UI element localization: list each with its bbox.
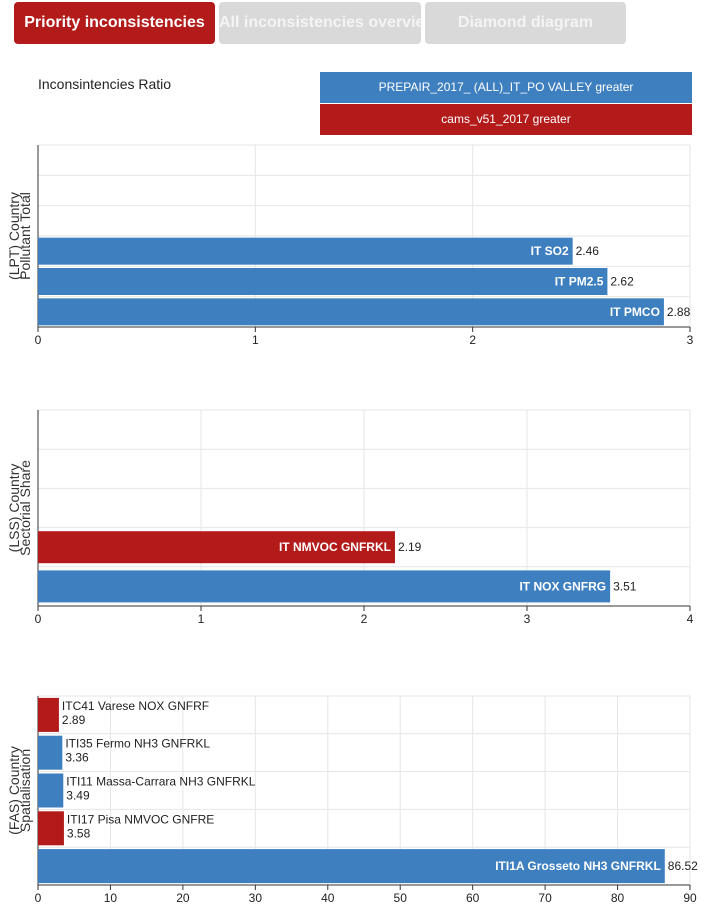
bar-category-label: ITI17 Pisa NMVOC GNFRE <box>67 812 214 826</box>
x-tick-label: 30 <box>249 891 263 905</box>
bar-category-label: IT NOX GNFRG <box>519 579 606 593</box>
bar-value-label: 2.62 <box>610 275 634 289</box>
bar[interactable] <box>38 735 63 770</box>
bar-category-label: ITI11 Massa-Carrara NH3 GNFRKL <box>66 775 255 789</box>
bar-value-label: 2.89 <box>62 713 86 727</box>
y-axis-label-line: (LPT) Country <box>6 192 22 280</box>
x-tick-label: 2 <box>469 333 476 347</box>
x-tick-label: 90 <box>683 891 697 905</box>
bar-value-label: 3.58 <box>67 826 91 840</box>
legend-item-prepair[interactable]: PREPAIR_2017_ (ALL)_IT_PO VALLEY greater <box>320 72 692 103</box>
bar-category-label: ITC41 Varese NOX GNFRF <box>62 699 209 713</box>
x-tick-label: 20 <box>176 891 190 905</box>
inconsistencies-ratio-label: Inconsintencies Ratio <box>38 76 172 92</box>
y-axis-label-line: (FAS) Country <box>6 746 22 835</box>
bar-value-label: 3.36 <box>65 751 89 765</box>
bar[interactable] <box>38 531 395 564</box>
bar[interactable] <box>38 773 64 808</box>
legend-item-cams[interactable]: cams_v51_2017 greater <box>320 104 692 135</box>
y-axis-label: (LPT) CountryPollutant Total <box>6 192 33 280</box>
tab-diamond-diagram[interactable]: Diamond diagram <box>425 2 626 44</box>
bar[interactable] <box>38 298 664 326</box>
bar[interactable] <box>38 811 64 846</box>
x-tick-label: 0 <box>35 612 42 626</box>
bar-value-label: 2.19 <box>398 540 422 554</box>
chart-1: 0 1 2 3 4 (LSS) CountrySectorial Share IT NMVO… <box>6 409 694 626</box>
x-tick-label: 70 <box>538 891 552 905</box>
x-tick-label: 0 <box>35 891 42 905</box>
bar[interactable] <box>38 268 608 295</box>
bar-category-label: ITI1A Grosseto NH3 GNFRKL <box>495 859 661 873</box>
bar-value-label: 3.51 <box>613 579 637 593</box>
bar-category-label: IT PM2.5 <box>555 275 604 289</box>
x-tick-label: 10 <box>104 891 118 905</box>
x-tick-label: 2 <box>361 612 368 626</box>
y-axis-label: (FAS) CountrySpatialisation <box>6 746 33 835</box>
bar-category-label: IT SO2 <box>531 244 569 258</box>
x-tick-label: 4 <box>687 612 694 626</box>
bar[interactable] <box>38 237 573 265</box>
y-axis-label-line: Pollutant Total <box>17 192 33 280</box>
chart-0: 0 1 2 3 (LPT) CountryPollutant Total IT SO2 2.… <box>6 144 694 347</box>
y-axis-label-line: (LSS) Country <box>6 464 22 553</box>
bar-value-label: 86.52 <box>668 859 698 873</box>
y-axis-label-line: Sectorial Share <box>17 460 33 556</box>
bar-value-label: 3.49 <box>66 789 90 803</box>
bar-value-label: 2.46 <box>576 244 600 258</box>
x-tick-label: 1 <box>198 612 205 626</box>
x-tick-label: 60 <box>466 891 480 905</box>
x-tick-label: 0 <box>35 333 42 347</box>
bar-category-label: IT NMVOC GNFRKL <box>279 540 391 554</box>
tab-priority-inconsistencies[interactable]: Priority inconsistencies <box>14 2 215 44</box>
tab-all-inconsistencies-overview[interactable]: All inconsistencies overview <box>219 2 421 44</box>
bar[interactable] <box>38 697 59 732</box>
x-tick-label: 1 <box>252 333 259 347</box>
bar-category-label: IT PMCO <box>610 305 660 319</box>
bar-value-label: 2.88 <box>667 305 691 319</box>
chart-2: 0 10 20 30 40 50 60 70 80 90 (FAS) CountrySpatiali… <box>6 695 698 905</box>
x-tick-label: 50 <box>394 891 408 905</box>
bar[interactable] <box>38 849 665 884</box>
bar-category-label: ITI35 Fermo NH3 GNFRKL <box>65 737 210 751</box>
bar[interactable] <box>38 570 611 603</box>
x-tick-label: 80 <box>611 891 625 905</box>
y-axis-label-line: Spatialisation <box>17 749 33 832</box>
x-tick-label: 3 <box>524 612 531 626</box>
x-tick-label: 40 <box>321 891 335 905</box>
y-axis-label: (LSS) CountrySectorial Share <box>6 460 33 556</box>
x-tick-label: 3 <box>687 333 694 347</box>
